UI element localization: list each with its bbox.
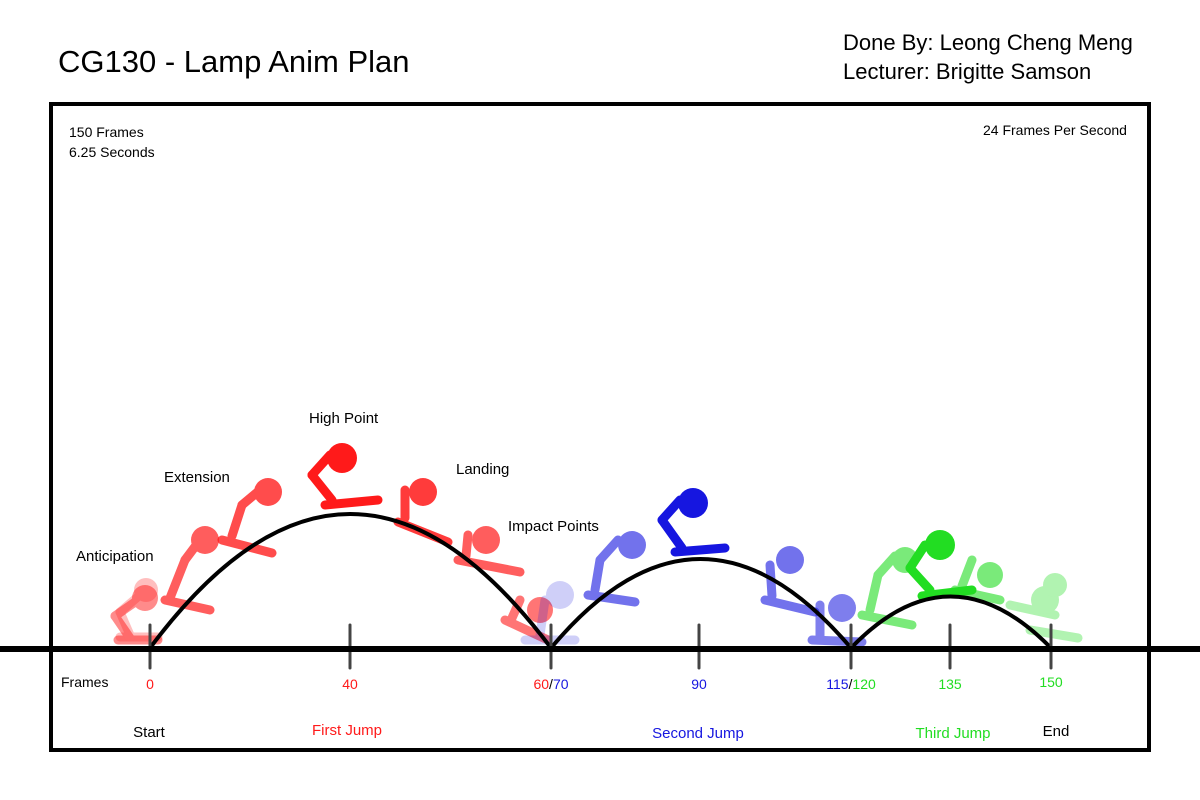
second-jump-ghost (520, 581, 580, 645)
frame-70: 70 (552, 676, 569, 692)
end-label: End (1042, 723, 1070, 740)
frame-separator: / (549, 676, 553, 692)
anticipation-label: Anticipation (76, 548, 154, 565)
animation-frame-border (49, 102, 1151, 752)
frame-40: 40 (342, 676, 358, 692)
frame-separator: / (848, 676, 853, 692)
lecturer-credit: Lecturer: Brigitte Samson (843, 59, 1092, 84)
frame-115-120: 115/120 (826, 676, 876, 692)
third-jump-label: Third Jump (915, 725, 991, 742)
third-jump-high-point-pose (905, 530, 977, 601)
frame-60-70: 60/70 (533, 676, 568, 692)
start-label: Start (133, 724, 165, 741)
third-jump-impact-pose (1005, 573, 1083, 643)
second-jump-arc (549, 557, 853, 650)
first-jump-arc (148, 512, 553, 650)
ground-line (0, 646, 1200, 652)
first-jump-label: First Jump (311, 722, 383, 739)
second-jump-label: Second Jump (652, 725, 744, 742)
impact-points-label: Impact Points (508, 518, 599, 535)
extension-pose-b (217, 478, 282, 558)
landing-label: Landing (456, 461, 510, 478)
frame-135: 135 (938, 676, 962, 692)
frame-150: 150 (1039, 674, 1063, 690)
high-point-pose (307, 443, 383, 510)
third-jump-arc (849, 594, 1053, 650)
second-jump-impact-pose (807, 594, 867, 647)
third-jump-landing-pose (950, 555, 1005, 605)
frame-60: 60 (533, 676, 550, 692)
duration-info: 150 Frames 6.25 Seconds (69, 122, 155, 162)
frame-90: 90 (691, 676, 707, 692)
second-jump-high-point-pose (657, 488, 730, 557)
page-title: CG130 - Lamp Anim Plan (58, 44, 410, 79)
landing-pose-b (453, 526, 525, 577)
frame-120: 120 (852, 676, 876, 692)
second-jump-takeoff-pose (583, 531, 646, 607)
anticipation-pose (110, 585, 163, 645)
done-by-credit: Done By: Leong Cheng Meng (843, 30, 1133, 55)
high-point-label: High Point (309, 410, 379, 427)
total-seconds-label: 6.25 Seconds (69, 144, 155, 160)
extension-label: Extension (164, 469, 230, 486)
frame-0: 0 (146, 676, 154, 692)
frames-axis-label: Frames (61, 674, 109, 690)
third-jump-poses (857, 530, 1083, 643)
total-frames-label: 150 Frames (69, 124, 144, 140)
frame-115: 115 (826, 676, 849, 692)
fps-label: 24 Frames Per Second (983, 122, 1127, 138)
